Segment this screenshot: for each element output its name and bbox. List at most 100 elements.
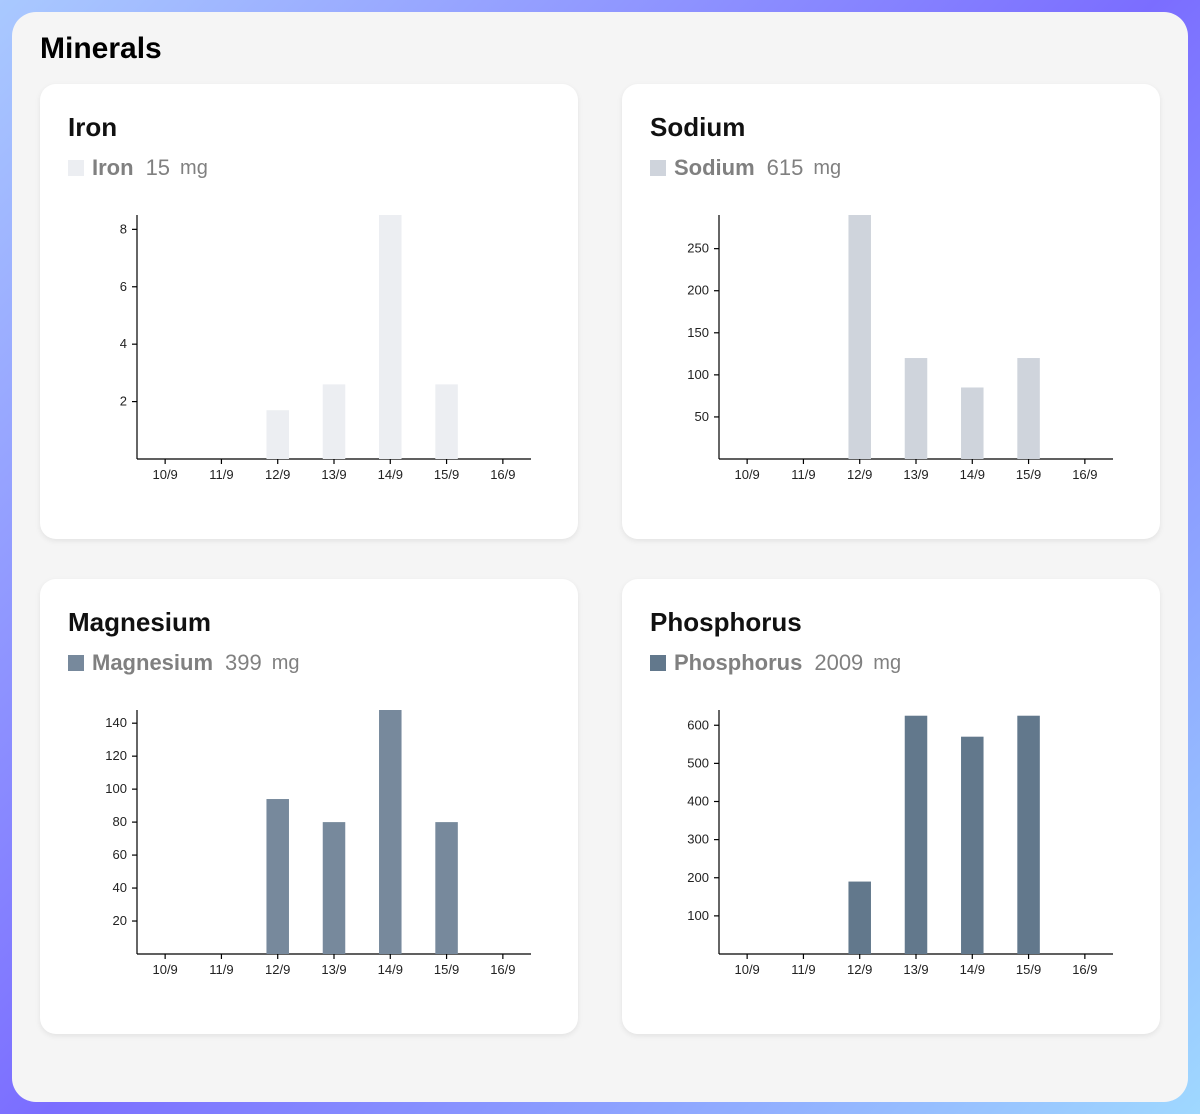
iron-chart-svg: 2 4 6 8 10/9 11/9 12/9 13/9 14/9 15/9 16/9 — [68, 205, 554, 495]
svg-text:120: 120 — [105, 748, 127, 763]
svg-text:8: 8 — [120, 221, 127, 236]
phosphorus-legend-name: Phosphorus — [674, 650, 802, 676]
sodium-legend-unit: mg — [813, 157, 841, 180]
magnesium-legend: Magnesium 399 mg — [68, 650, 554, 676]
magnesium-bar — [323, 822, 346, 954]
svg-text:16/9: 16/9 — [490, 962, 515, 977]
magnesium-legend-unit: mg — [272, 652, 300, 675]
svg-text:200: 200 — [687, 870, 709, 885]
sodium-bar — [905, 358, 928, 459]
phosphorus-chart: 100 200 300 400 500 600 10/9 11/9 12/9 13/9 14/9 15… — [650, 700, 1136, 990]
iron-legend-unit: mg — [180, 157, 208, 180]
panel-title: Minerals — [40, 32, 1160, 66]
phosphorus-card: Phosphorus Phosphorus 2009 mg 100 200 300 4… — [622, 579, 1160, 1034]
svg-text:10/9: 10/9 — [152, 962, 177, 977]
svg-text:12/9: 12/9 — [847, 962, 872, 977]
svg-text:80: 80 — [113, 814, 127, 829]
svg-text:13/9: 13/9 — [903, 467, 928, 482]
svg-text:15/9: 15/9 — [434, 962, 459, 977]
magnesium-title: Magnesium — [68, 607, 554, 638]
sodium-bar — [848, 215, 871, 459]
magnesium-bar — [435, 822, 458, 954]
iron-card: Iron Iron 15 mg 2 4 6 8 10/9 11/9 12/9 13/9 14/9… — [40, 84, 578, 539]
svg-text:2: 2 — [120, 394, 127, 409]
svg-text:100: 100 — [687, 367, 709, 382]
iron-legend: Iron 15 mg — [68, 155, 554, 181]
svg-text:100: 100 — [687, 908, 709, 923]
svg-text:15/9: 15/9 — [1016, 962, 1041, 977]
svg-text:16/9: 16/9 — [1072, 467, 1097, 482]
svg-text:150: 150 — [687, 325, 709, 340]
svg-text:40: 40 — [113, 880, 127, 895]
iron-chart: 2 4 6 8 10/9 11/9 12/9 13/9 14/9 15/9 16/9 — [68, 205, 554, 495]
magnesium-swatch — [68, 655, 84, 671]
svg-text:10/9: 10/9 — [152, 467, 177, 482]
iron-title: Iron — [68, 112, 554, 143]
charts-grid: Iron Iron 15 mg 2 4 6 8 10/9 11/9 12/9 13/9 14/9… — [40, 84, 1160, 1034]
magnesium-chart: 20 40 60 80 100 120 140 10/9 11/9 12/9 13/9 14/9 15/… — [68, 700, 554, 990]
svg-text:12/9: 12/9 — [265, 962, 290, 977]
iron-swatch — [68, 160, 84, 176]
svg-text:15/9: 15/9 — [434, 467, 459, 482]
iron-bar — [266, 410, 289, 459]
svg-text:16/9: 16/9 — [490, 467, 515, 482]
magnesium-card: Magnesium Magnesium 399 mg 20 40 60 80 100 12… — [40, 579, 578, 1034]
minerals-panel: Minerals Iron Iron 15 mg 2 4 6 8 10/9 11/9 12/… — [12, 12, 1188, 1102]
magnesium-legend-name: Magnesium — [92, 650, 213, 676]
svg-text:12/9: 12/9 — [847, 467, 872, 482]
magnesium-bar — [379, 710, 402, 954]
phosphorus-bar — [848, 882, 871, 954]
sodium-legend-value: 615 — [767, 155, 804, 181]
sodium-chart-svg: 5010015020025010/911/912/913/914/915/916… — [650, 205, 1136, 495]
iron-legend-value: 15 — [146, 155, 170, 181]
svg-text:14/9: 14/9 — [378, 467, 403, 482]
svg-text:11/9: 11/9 — [209, 962, 233, 977]
svg-text:15/9: 15/9 — [1016, 467, 1041, 482]
svg-text:11/9: 11/9 — [791, 962, 815, 977]
phosphorus-swatch — [650, 655, 666, 671]
svg-text:60: 60 — [113, 847, 127, 862]
svg-text:300: 300 — [687, 832, 709, 847]
svg-text:13/9: 13/9 — [903, 962, 928, 977]
phosphorus-bar — [961, 737, 984, 954]
sodium-card: Sodium Sodium 615 mg 5010015020025010/91… — [622, 84, 1160, 539]
svg-text:20: 20 — [113, 913, 127, 928]
svg-text:400: 400 — [687, 794, 709, 809]
svg-text:14/9: 14/9 — [960, 467, 985, 482]
svg-text:12/9: 12/9 — [265, 467, 290, 482]
iron-bar — [323, 384, 346, 459]
svg-text:4: 4 — [120, 336, 127, 351]
sodium-title: Sodium — [650, 112, 1136, 143]
sodium-swatch — [650, 160, 666, 176]
svg-text:11/9: 11/9 — [209, 467, 233, 482]
phosphorus-bar — [905, 716, 928, 954]
phosphorus-chart-svg: 100 200 300 400 500 600 10/9 11/9 12/9 13/9 14/9 15… — [650, 700, 1136, 990]
magnesium-bar — [266, 799, 289, 954]
sodium-legend: Sodium 615 mg — [650, 155, 1136, 181]
svg-text:10/9: 10/9 — [734, 467, 759, 482]
svg-text:600: 600 — [687, 717, 709, 732]
svg-text:14/9: 14/9 — [960, 962, 985, 977]
phosphorus-title: Phosphorus — [650, 607, 1136, 638]
svg-text:14/9: 14/9 — [378, 962, 403, 977]
svg-text:500: 500 — [687, 755, 709, 770]
svg-text:11/9: 11/9 — [791, 467, 815, 482]
sodium-bar — [961, 387, 984, 459]
phosphorus-legend: Phosphorus 2009 mg — [650, 650, 1136, 676]
iron-bar — [379, 215, 402, 459]
magnesium-legend-value: 399 — [225, 650, 262, 676]
svg-text:50: 50 — [695, 409, 709, 424]
svg-text:13/9: 13/9 — [321, 467, 346, 482]
svg-text:13/9: 13/9 — [321, 962, 346, 977]
svg-text:140: 140 — [105, 715, 127, 730]
svg-text:100: 100 — [105, 781, 127, 796]
sodium-chart: 5010015020025010/911/912/913/914/915/916… — [650, 205, 1136, 495]
magnesium-chart-svg: 20 40 60 80 100 120 140 10/9 11/9 12/9 13/9 14/9 15/… — [68, 700, 554, 990]
sodium-legend-name: Sodium — [674, 155, 755, 181]
svg-text:10/9: 10/9 — [734, 962, 759, 977]
svg-text:16/9: 16/9 — [1072, 962, 1097, 977]
svg-text:6: 6 — [120, 279, 127, 294]
phosphorus-bar — [1017, 716, 1040, 954]
sodium-bar — [1017, 358, 1040, 459]
svg-text:200: 200 — [687, 283, 709, 298]
